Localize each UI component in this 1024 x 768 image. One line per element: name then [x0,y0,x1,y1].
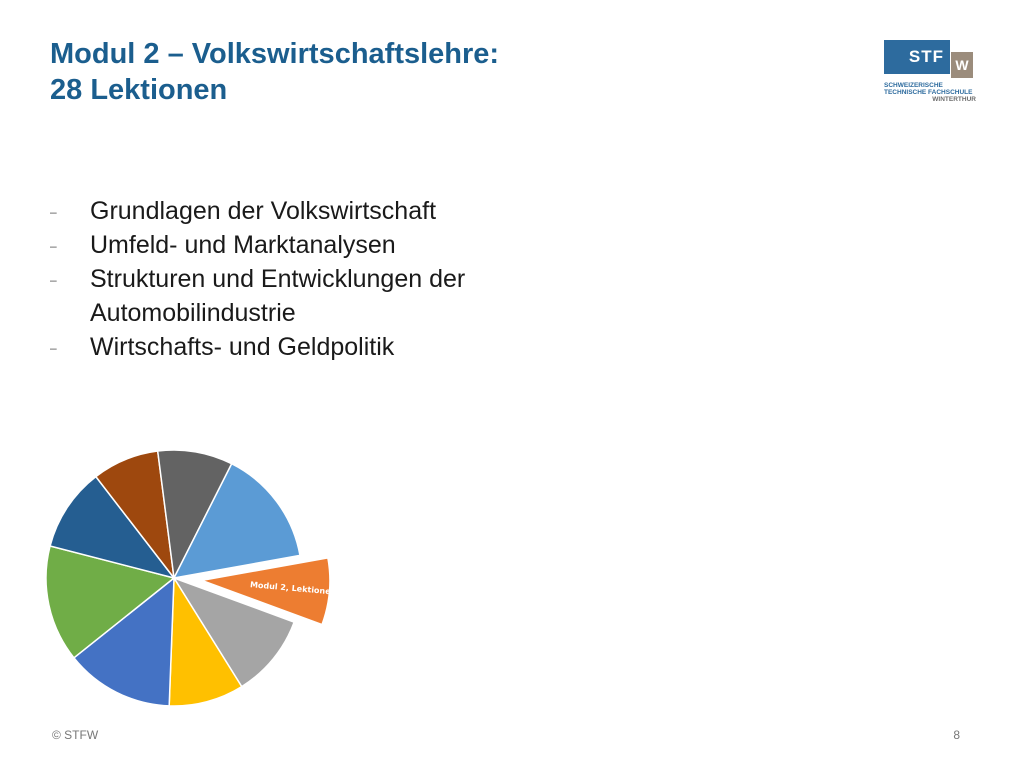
dash-bullet-icon: – [50,205,57,219]
dash-bullet-icon: – [50,239,57,253]
bullet-item: – Wirtschafts- und Geldpolitik [50,330,610,364]
slide-title: Modul 2 – Volkswirtschaftslehre: 28 Lekt… [50,36,499,108]
bullet-text: Automobilindustrie [90,299,296,327]
bullet-item: – Strukturen und Entwicklungen der Automob… [50,262,610,330]
pie-slice [172,576,296,688]
logo-text: SCHWEIZERISCHE TECHNISCHE FACHSCHULE WIN… [884,82,976,103]
pie-slice [49,475,176,580]
logo-w-block: W [951,52,973,78]
slide-title-line-1: Modul 2 – Volkswirtschaftslehre: [50,38,500,70]
pie-slice [172,462,301,580]
bullet-item: – Grundlagen der Volkswirtschaft [50,194,610,228]
logo-text-line-2: TECHNISCHE FACHSCHULE [884,89,973,96]
logo-stf-block: STF [884,40,950,74]
logo-text-line-1: SCHWEIZERISCHE [884,82,943,89]
bullet-item: – Umfeld- und Marktanalysen [50,228,610,262]
slide-title-line-2: 28 Lektionen [50,74,228,106]
bullet-text: Wirtschafts- und Geldpolitik [90,333,395,361]
bullet-text: Strukturen und Entwicklungen der [90,265,466,293]
pie-chart: Modul 2, Lektionen 24 [45,449,340,707]
pie-slice [45,545,176,659]
pie-slice [168,575,243,707]
logo-mark: STF W [884,40,976,78]
pie-slice [156,449,233,581]
dash-bullet-icon: – [50,341,57,355]
page-number: 8 [953,728,960,742]
bullet-list: – Grundlagen der Volkswirtschaft – Umfeld- … [50,194,610,364]
bullet-text: Umfeld- und Marktanalysen [90,231,396,259]
pie-slice [199,556,331,626]
bullet-text: Grundlagen der Volkswirtschaft [90,197,437,225]
logo-text-line-3: WINTERTHUR [932,96,976,103]
dash-bullet-icon: – [50,273,57,287]
pie-slice [72,576,175,707]
stfw-logo: STF W SCHWEIZERISCHE TECHNISCHE FACHSCHU… [884,40,976,106]
footer-copyright: © STFW [52,728,99,742]
